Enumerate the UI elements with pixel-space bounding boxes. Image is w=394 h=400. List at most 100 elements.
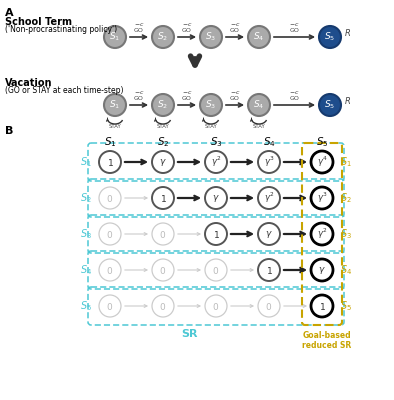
Text: $0$: $0$ (106, 264, 113, 276)
Text: $\gamma^2$: $\gamma^2$ (317, 227, 327, 241)
Circle shape (311, 295, 333, 317)
Text: Goal-based
reduced SR: Goal-based reduced SR (302, 331, 351, 350)
Circle shape (258, 259, 280, 281)
Circle shape (311, 259, 333, 281)
Text: $S_3$: $S_3$ (205, 31, 217, 43)
Text: $S_1$: $S_1$ (80, 155, 92, 169)
Text: $\gamma$: $\gamma$ (318, 264, 326, 276)
Text: $S_3$: $S_3$ (340, 227, 352, 241)
Circle shape (104, 94, 126, 116)
Circle shape (104, 26, 126, 48)
Text: $-c$: $-c$ (289, 90, 300, 96)
Text: $\gamma^2$: $\gamma^2$ (264, 191, 274, 205)
Text: $S_4$: $S_4$ (340, 263, 352, 277)
Circle shape (319, 94, 341, 116)
Circle shape (258, 151, 280, 173)
Text: $\gamma$: $\gamma$ (265, 228, 273, 240)
Circle shape (311, 187, 333, 209)
Text: $R$: $R$ (344, 94, 351, 106)
Circle shape (205, 259, 227, 281)
Circle shape (205, 223, 227, 245)
Text: $S_5$: $S_5$ (324, 31, 336, 43)
Text: $S_4$: $S_4$ (253, 31, 265, 43)
Text: $0$: $0$ (106, 228, 113, 240)
Circle shape (248, 94, 270, 116)
Text: $-c$: $-c$ (230, 22, 240, 28)
Text: $0$: $0$ (160, 264, 167, 276)
Text: $1$: $1$ (160, 192, 167, 204)
Text: $0$: $0$ (212, 264, 219, 276)
Text: $S_5$: $S_5$ (324, 99, 336, 111)
Circle shape (205, 187, 227, 209)
Circle shape (152, 295, 174, 317)
Text: $\gamma^3$: $\gamma^3$ (317, 191, 327, 205)
Circle shape (99, 223, 121, 245)
Text: $1$: $1$ (106, 156, 113, 168)
Text: $S_5$: $S_5$ (80, 299, 92, 313)
Text: Vacation: Vacation (5, 78, 52, 88)
Text: $-c$: $-c$ (182, 22, 192, 28)
Text: GO: GO (182, 28, 192, 34)
Text: $0$: $0$ (160, 228, 167, 240)
Text: $\gamma^2$: $\gamma^2$ (211, 155, 221, 169)
Text: $1$: $1$ (318, 300, 325, 312)
Circle shape (152, 223, 174, 245)
Circle shape (205, 295, 227, 317)
Text: GO: GO (182, 96, 192, 102)
Circle shape (152, 187, 174, 209)
Text: STAY: STAY (253, 124, 266, 128)
Text: $1$: $1$ (212, 228, 219, 240)
Circle shape (258, 187, 280, 209)
Text: $-c$: $-c$ (289, 22, 300, 28)
Circle shape (248, 26, 270, 48)
Text: $S_4$: $S_4$ (263, 135, 275, 149)
Text: $0$: $0$ (106, 192, 113, 204)
Circle shape (99, 187, 121, 209)
Text: $0$: $0$ (160, 300, 167, 312)
Text: $S_1$: $S_1$ (340, 155, 352, 169)
Circle shape (258, 295, 280, 317)
Text: A: A (5, 8, 14, 18)
Text: $S_1$: $S_1$ (110, 99, 121, 111)
Text: $R$: $R$ (344, 26, 351, 38)
Text: $S_2$: $S_2$ (157, 135, 169, 149)
Text: GO: GO (230, 96, 240, 102)
Circle shape (99, 151, 121, 173)
Text: $S_2$: $S_2$ (340, 191, 352, 205)
Text: $\gamma^4$: $\gamma^4$ (317, 155, 327, 169)
Text: $S_3$: $S_3$ (205, 99, 217, 111)
Text: $S_5$: $S_5$ (316, 135, 328, 149)
Text: $0$: $0$ (266, 300, 273, 312)
Text: GO: GO (290, 28, 299, 34)
Text: $S_5$: $S_5$ (340, 299, 352, 313)
Circle shape (99, 295, 121, 317)
Text: $S_1$: $S_1$ (104, 135, 116, 149)
Text: $S_2$: $S_2$ (158, 31, 169, 43)
Text: B: B (5, 126, 13, 136)
Circle shape (205, 151, 227, 173)
Text: GO: GO (134, 28, 144, 34)
Text: $1$: $1$ (266, 264, 273, 276)
Circle shape (311, 223, 333, 245)
Text: STAY: STAY (204, 124, 217, 128)
Text: $S_1$: $S_1$ (110, 31, 121, 43)
Text: GO: GO (134, 96, 144, 102)
Circle shape (311, 151, 333, 173)
Text: $0$: $0$ (106, 300, 113, 312)
Text: SR: SR (181, 329, 198, 339)
Circle shape (152, 26, 174, 48)
Text: $S_3$: $S_3$ (80, 227, 92, 241)
Text: (GO or STAY at each time-step): (GO or STAY at each time-step) (5, 86, 123, 95)
Text: ('Non-procrastinating policy'): ('Non-procrastinating policy') (5, 25, 117, 34)
Circle shape (152, 94, 174, 116)
Text: $-c$: $-c$ (230, 90, 240, 96)
Text: $-c$: $-c$ (134, 90, 144, 96)
Circle shape (200, 26, 222, 48)
Circle shape (200, 94, 222, 116)
Text: $S_4$: $S_4$ (80, 263, 92, 277)
Text: $S_2$: $S_2$ (158, 99, 169, 111)
Text: School Term: School Term (5, 17, 72, 27)
Text: $\gamma^3$: $\gamma^3$ (264, 155, 274, 169)
Text: STAY: STAY (157, 124, 169, 128)
Circle shape (152, 259, 174, 281)
